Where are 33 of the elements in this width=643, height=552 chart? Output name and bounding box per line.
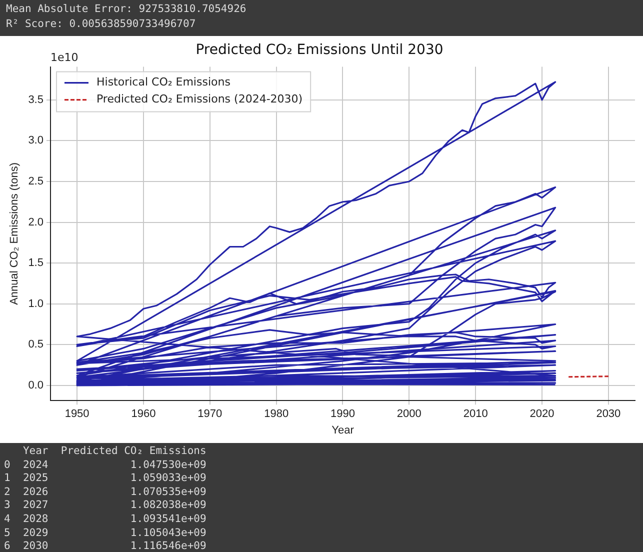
text: 3 2027 1.082038e+09 xyxy=(4,499,208,513)
y-tick-label: 1.5 xyxy=(28,257,44,270)
x-tick-label: 2000 xyxy=(396,408,422,420)
x-tick-label: 1950 xyxy=(64,408,90,420)
text: Year Predicted CO₂ Emissions xyxy=(22,445,208,459)
legend-label: Historical CO₂ Emissions xyxy=(96,76,231,89)
y-tick-label: 3.0 xyxy=(28,134,44,147)
y-tick-label: 2.0 xyxy=(28,216,44,228)
x-tick-label: 2020 xyxy=(530,408,554,420)
text: 4 2028 1.093541e+09 xyxy=(4,512,208,527)
text: 1e10 xyxy=(50,51,78,64)
chart-title: Predicted CO₂ Emissions Until 2030 xyxy=(196,42,444,58)
x-tick-label: 1970 xyxy=(198,408,222,420)
y-tick-label: 1.0 xyxy=(28,298,44,310)
x-tick-label: 1980 xyxy=(264,408,289,420)
y-tick-label: 3.5 xyxy=(28,94,44,106)
x-axis-title: Year xyxy=(332,424,354,436)
text: 0 2024 1.047530e+09 xyxy=(4,458,208,472)
legend-label: Predicted CO₂ Emissions (2024-2030) xyxy=(96,92,303,106)
x-tick-label: 1960 xyxy=(131,408,156,420)
x-tick-label: 2010 xyxy=(463,408,488,420)
text: 2 2026 1.070535e+09 xyxy=(4,486,208,500)
x-tick-label: 1990 xyxy=(330,408,355,420)
y-tick-label: 0.0 xyxy=(28,379,44,392)
text: 1 2025 1.059033e+09 xyxy=(4,472,208,486)
y-tick-label: 2.5 xyxy=(28,176,44,188)
y-tick-label: 0.5 xyxy=(28,338,44,351)
text: 6 2030 1.116546e+09 xyxy=(4,540,208,552)
text: 5 2029 1.105043e+09 xyxy=(4,526,208,540)
y-axis-title: Annual CO₂ Emissions (tons) xyxy=(8,162,21,305)
text: Mean Absolute Error: 927533810.7054926 xyxy=(6,2,248,17)
x-tick-label: 2030 xyxy=(596,408,621,420)
text: R² Score: 0.005638590733496707 xyxy=(6,17,197,32)
